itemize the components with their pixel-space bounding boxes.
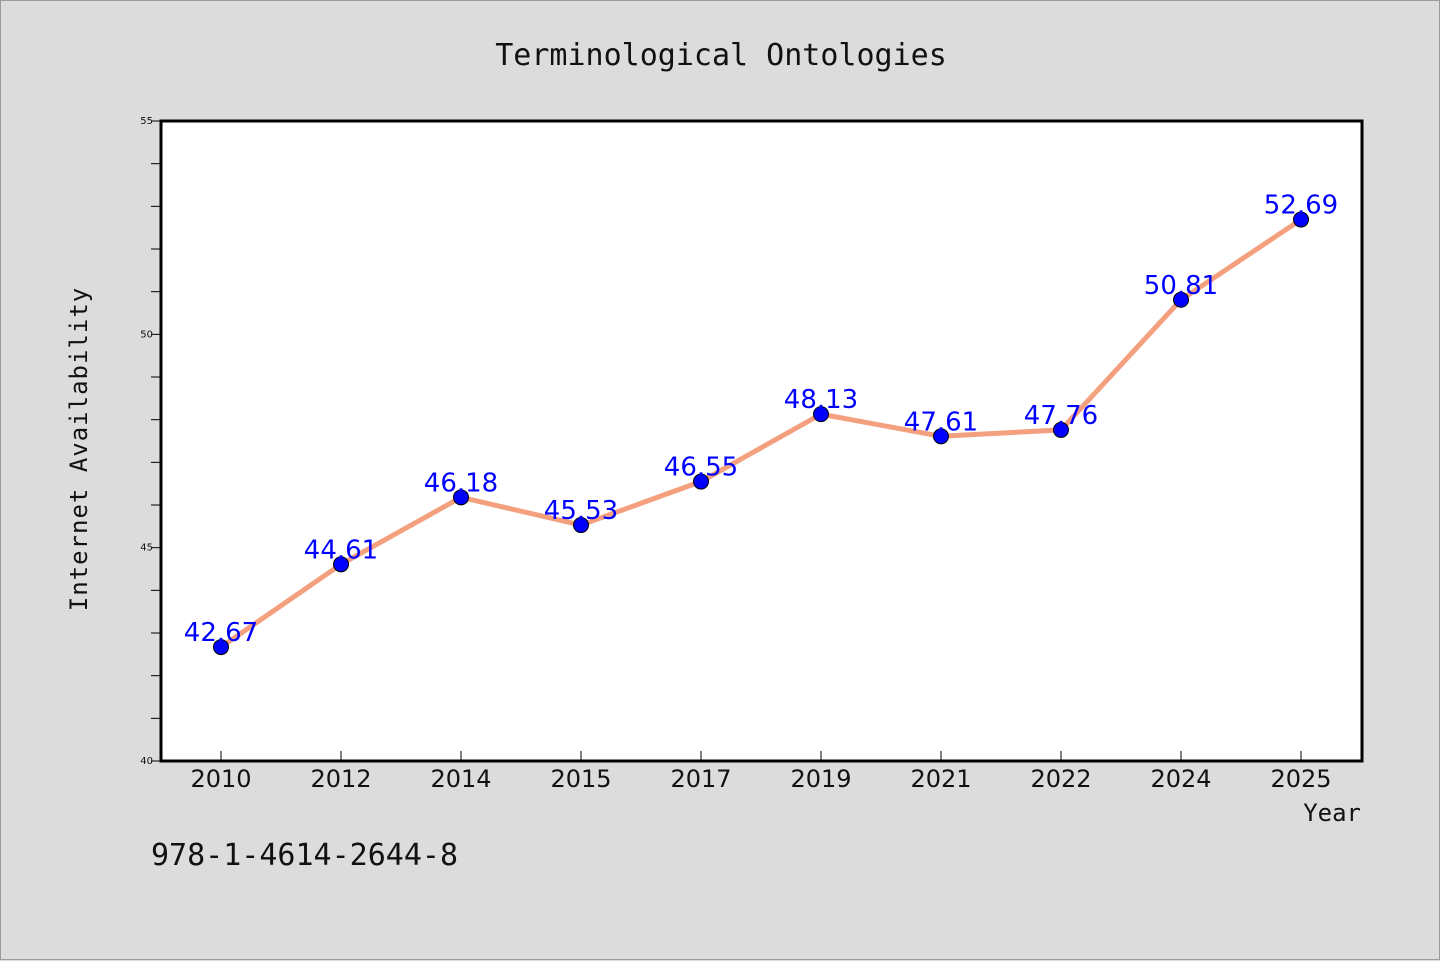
data-label: 46.18 [424, 468, 498, 498]
data-point [933, 428, 949, 445]
x-tick-label: 2024 [1150, 765, 1211, 793]
data-label: 44.61 [304, 535, 378, 565]
chart-title: Terminological Ontologies [495, 38, 947, 73]
data-label: 48.13 [784, 385, 858, 415]
x-tick-label: 2022 [1030, 765, 1091, 793]
y-axis: 40 45 50 55 [140, 116, 161, 767]
series-layer: 42.67 44.61 46.18 45.53 46.55 48.13 47.61 47.76… [184, 191, 1338, 656]
x-tick-label: 2025 [1270, 765, 1331, 793]
x-tick-label: 2010 [190, 765, 251, 793]
plot-area [159, 119, 1364, 763]
data-point [333, 556, 349, 573]
data-point [453, 489, 469, 506]
data-label: 47.76 [1024, 401, 1098, 431]
data-point [573, 517, 589, 534]
x-tick-label: 2015 [550, 765, 611, 793]
data-label: 45.53 [544, 496, 618, 526]
series-line [218, 217, 1304, 650]
x-axis-label: Year [1303, 799, 1361, 827]
data-point [1053, 421, 1069, 438]
x-tick-label: 2012 [310, 765, 371, 793]
data-label: 47.61 [904, 407, 978, 437]
y-tick-label: 50 [140, 329, 153, 340]
data-point [693, 473, 709, 490]
data-label: 50.81 [1144, 271, 1218, 301]
data-label: 52.69 [1264, 191, 1338, 221]
y-tick-label: 45 [140, 543, 153, 554]
data-point [1293, 211, 1309, 228]
x-tick-label: 2014 [430, 765, 491, 793]
footer-isbn: 978-1-4614-2644-8 [151, 838, 458, 873]
x-tick-label: 2021 [910, 765, 971, 793]
y-axis-label: Internet Availability [65, 287, 93, 611]
data-point [1173, 291, 1189, 308]
data-point [813, 406, 829, 423]
y-tick-label: 55 [140, 116, 153, 127]
data-point [213, 639, 229, 656]
x-tick-label: 2017 [670, 765, 731, 793]
x-tick-label: 2019 [790, 765, 851, 793]
data-label: 42.67 [184, 618, 258, 648]
y-tick-label: 40 [140, 756, 153, 767]
x-axis: 2010 2012 2014 2015 2017 2019 2021 2022 2024 2025 [190, 751, 1332, 793]
data-label: 46.55 [664, 453, 738, 483]
